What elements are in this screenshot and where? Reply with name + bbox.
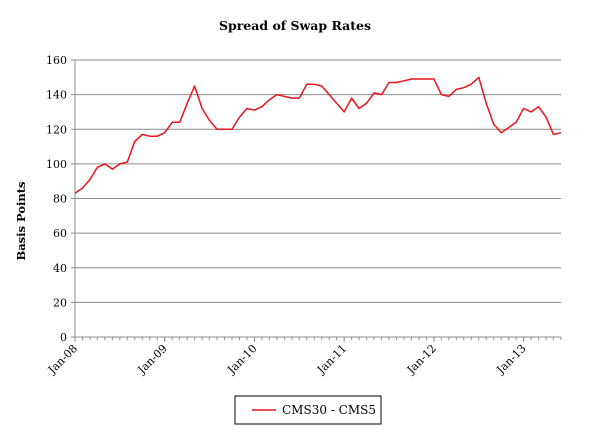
data-point [358,108,360,110]
data-point [82,187,84,189]
data-point [216,128,218,130]
data-point [418,78,420,80]
data-point [246,108,248,110]
data-point [313,83,315,85]
y-tick-label: 140 [46,89,67,102]
x-axis: Jan-08 Jan-09 Jan-10 Jan-11 Jan-12 Jan-13 [45,336,562,377]
data-point [553,133,555,135]
data-point [156,135,158,137]
x-tick-label: Jan-13 [494,342,529,377]
data-point [508,127,510,129]
data-point [560,132,562,134]
data-point [530,111,532,113]
data-point [89,179,91,181]
data-point [298,97,300,99]
data-point [403,80,405,82]
data-point [425,78,427,80]
y-tick-label: 100 [46,158,67,171]
data-point [209,120,211,122]
data-point [283,95,285,97]
x-tick-label: Jan-09 [135,342,170,377]
data-point [485,102,487,104]
plot-area [74,76,562,194]
data-point [306,83,308,85]
data-point [470,83,472,85]
data-point [478,76,480,78]
x-tick-label: Jan-10 [224,342,259,377]
y-axis-label: Basis Points [14,181,28,260]
series-line-cms30-cms5 [74,76,562,194]
data-point [201,108,203,110]
data-point [119,163,121,165]
data-point [500,132,502,134]
chart-title: Spread of Swap Rates [219,18,371,33]
data-point [396,82,398,84]
data-point [224,128,226,130]
data-point [366,102,368,104]
y-tick-label: 0 [60,331,67,344]
data-point [261,106,263,108]
data-point [493,123,495,125]
data-point [126,161,128,163]
data-point [515,121,517,123]
data-point [433,78,435,80]
data-point [463,87,465,89]
data-point [171,121,173,123]
y-tick-label: 120 [46,123,67,136]
data-point [336,102,338,104]
data-point [104,163,106,165]
data-point [523,108,525,110]
data-point [328,94,330,96]
data-point [343,111,345,113]
data-point [321,85,323,87]
data-point [194,85,196,87]
data-point [276,94,278,96]
data-point [134,140,136,142]
data-point [111,168,113,170]
legend-box [234,395,382,425]
data-point [268,99,270,101]
data-point [545,116,547,118]
data-point [440,94,442,96]
data-point [455,88,457,90]
y-tick-label: 80 [53,193,67,206]
data-point [141,133,143,135]
y-tick-label: 20 [53,296,67,309]
data-point [149,135,151,137]
data-point [538,106,540,108]
data-point [179,121,181,123]
legend: CMS30 - CMS5 [234,395,382,425]
data-point [291,97,293,99]
data-point [74,192,76,194]
legend-label: CMS30 - CMS5 [282,403,376,417]
data-point [448,95,450,97]
y-axis: 0 20 40 60 80 100 120 140 160 [46,54,76,344]
data-point [388,82,390,84]
data-point [239,116,241,118]
x-tick-label: Jan-12 [404,342,439,377]
data-point [186,102,188,104]
data-point [381,94,383,96]
data-point [164,132,166,134]
data-point [253,109,255,111]
data-point [411,78,413,80]
y-tick-label: 60 [53,227,67,240]
x-tick-label: Jan-11 [314,342,349,377]
data-point [96,166,98,168]
x-tick-label: Jan-08 [45,342,80,377]
data-point [373,92,375,94]
gridlines [75,59,561,303]
y-tick-label: 160 [46,54,67,67]
data-point [351,97,353,99]
data-point [231,128,233,130]
y-tick-label: 40 [53,262,67,275]
